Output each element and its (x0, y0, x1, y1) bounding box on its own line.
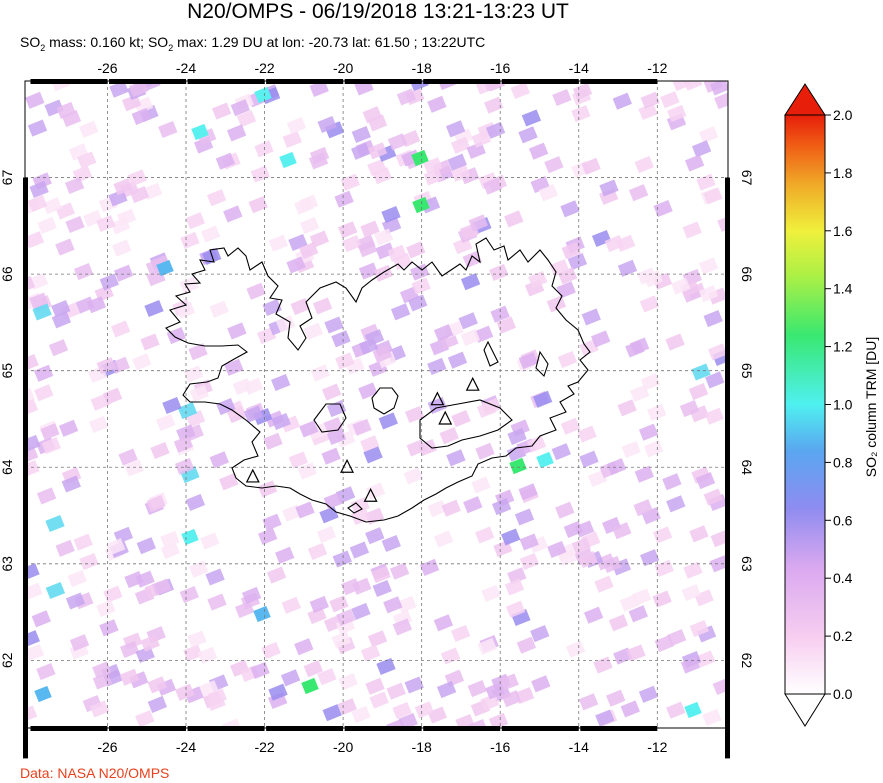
triangle-icon (363, 487, 378, 502)
triangle-icon (245, 468, 260, 483)
iceland-coastline (165, 237, 591, 523)
lat-tick-label: 63 (739, 556, 755, 572)
lat-tick-label: 65 (739, 363, 755, 379)
lon-tick-label: -16 (490, 60, 510, 76)
lon-tick-label: -20 (333, 739, 353, 755)
map-title: N20/OMPS - 06/19/2018 13:21-13:23 UT (187, 0, 569, 23)
lat-tick-label: 66 (739, 266, 755, 282)
triangle-icon (438, 410, 453, 425)
lat-tick-label: 65 (0, 363, 15, 379)
frame-bar (187, 726, 265, 731)
lake-thingvallavatn (371, 387, 399, 415)
colorbar-tick: 1.6 (833, 223, 853, 239)
colorbar-tick: 0.2 (833, 628, 853, 644)
lon-tick-label: -24 (176, 739, 196, 755)
frame-bar (725, 370, 730, 469)
lat-tick-label: 62 (0, 652, 15, 668)
frame-bar (423, 726, 501, 731)
frame-bar (725, 660, 730, 759)
colorbar-min-arrow (784, 693, 826, 727)
graticule-frame-bars (23, 79, 730, 759)
glacier-outline-vatnajokull (419, 399, 513, 449)
triangle-icon (340, 458, 355, 473)
frame-bar (30, 726, 108, 731)
lon-tick-label: -18 (412, 739, 432, 755)
frame-bar (725, 563, 730, 662)
lat-tick-label: 62 (739, 653, 755, 669)
lon-tick-label: -24 (176, 60, 196, 76)
frame-bar (30, 79, 108, 84)
frame-bar (725, 177, 730, 276)
westman-islands (347, 502, 363, 514)
frame-bar (23, 660, 28, 759)
glacier-outline-langjokull (313, 403, 347, 433)
coastline-main (165, 237, 591, 523)
lon-tick-label: -14 (569, 60, 589, 76)
colorbar-tick: 1.2 (833, 339, 853, 355)
frame-bar (266, 726, 344, 731)
frame-bar (344, 79, 422, 84)
map-subtitle: SO2 mass: 0.160 kt; SO2 max: 1.29 DU at … (20, 34, 486, 53)
frame-bar (580, 79, 658, 84)
colorbar-gradient (784, 114, 826, 695)
colorbar-tick: 1.8 (833, 165, 853, 181)
lon-tick-label: -20 (333, 60, 353, 76)
lat-tick-label: 66 (0, 266, 15, 282)
lat-tick-label: 67 (739, 170, 755, 186)
coast-inlet-east (535, 350, 549, 378)
lon-tick-label: -22 (254, 60, 274, 76)
lat-tick-label: 67 (0, 170, 15, 186)
frame-bar (501, 726, 579, 731)
frame-bar (344, 726, 422, 731)
colorbar-tick-labels: 2.0 1.8 1.6 1.4 1.2 1.0 0.8 0.6 0.4 0.2 0.0 (825, 107, 853, 702)
colorbar-tick: 2.0 (833, 107, 853, 123)
frame-bar (23, 370, 28, 469)
lat-tick-label: 64 (739, 459, 755, 475)
frame-bar (109, 79, 187, 84)
frame-bar (109, 726, 187, 731)
frame-bar (725, 467, 730, 566)
coast-inlet-north (483, 340, 499, 367)
lon-tick-label: -12 (647, 739, 667, 755)
frame-bar (501, 79, 579, 84)
frame-bar (23, 563, 28, 662)
frame-bar (23, 274, 28, 373)
volcano-markers (245, 376, 480, 502)
colorbar-tick: 1.0 (833, 397, 853, 413)
frame-bar (423, 79, 501, 84)
colorbar-tick: 0.6 (833, 512, 853, 528)
frame-bar (266, 79, 344, 84)
colorbar-tick: 0.0 (833, 686, 853, 702)
triangle-icon (430, 391, 445, 406)
colorbar-tick: 0.4 (833, 570, 853, 586)
lon-tick-label: -26 (97, 60, 117, 76)
lon-tick-label: -12 (647, 60, 667, 76)
lat-tick-label: 63 (0, 556, 15, 572)
lon-tick-label: -26 (97, 739, 117, 755)
data-credit: Data: NASA N20/OMPS (20, 765, 170, 781)
so2-pixel-layer (25, 81, 728, 728)
lon-tick-label: -18 (412, 60, 432, 76)
lon-tick-label: -22 (254, 739, 274, 755)
colorbar-tick: 0.8 (833, 454, 853, 470)
frame-bar (580, 726, 658, 731)
lon-tick-label: -14 (569, 739, 589, 755)
frame-bar (23, 177, 28, 276)
frame-bar (23, 467, 28, 566)
lon-tick-label: -16 (490, 739, 510, 755)
frame-bar (187, 79, 265, 84)
lat-tick-label: 64 (0, 459, 15, 475)
frame-bar (725, 274, 730, 373)
colorbar-label: SO₂ column TRM [DU] (863, 337, 879, 478)
triangle-icon (465, 376, 480, 391)
axis-tick-labels: -26 -26 -24 -24 -22 -22 -20 -20 -18 -18 -16 -16 -14 -… (0, 60, 755, 755)
colorbar: 2.0 1.8 1.6 1.4 1.2 1.0 0.8 0.6 0.4 0.2 0.0 SO₂ co… (784, 83, 879, 727)
colorbar-max-arrow (784, 83, 826, 116)
colorbar-tick: 1.4 (833, 281, 853, 297)
